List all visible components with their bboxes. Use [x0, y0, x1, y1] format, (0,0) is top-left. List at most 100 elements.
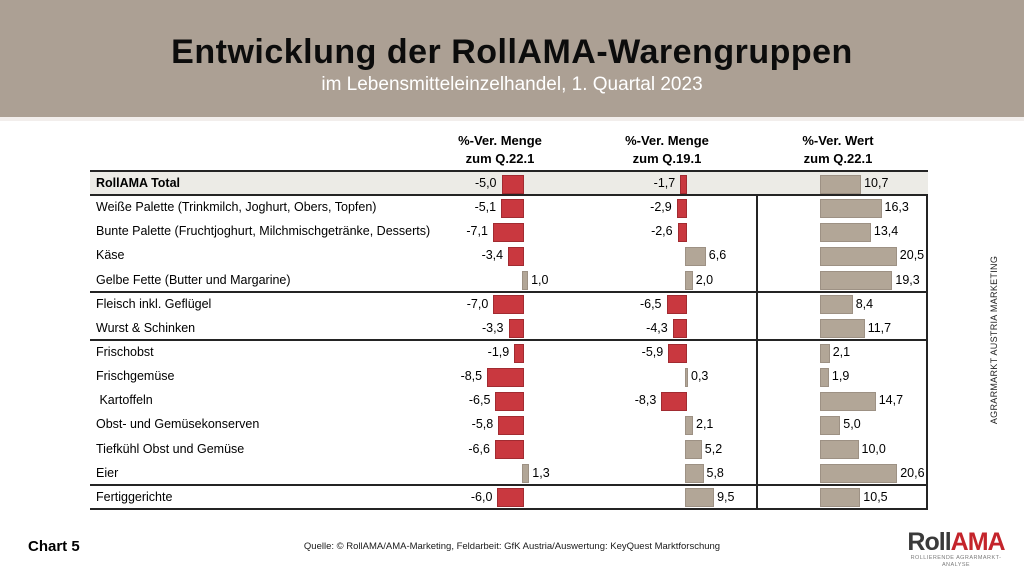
header-band-shadow	[0, 117, 1024, 121]
value-label: -7,0	[466, 296, 489, 311]
table-row: Frischobst -1,9 -5,9 2,1	[90, 340, 928, 364]
value-label: 8,4	[855, 296, 874, 311]
value-label: 10,0	[861, 441, 886, 456]
source-attribution: Quelle: © RollAMA/AMA-Marketing, Feldarb…	[303, 541, 721, 552]
value-bar	[680, 174, 687, 194]
bar-table: RollAMA Total -5,0 -1,7 10,7 Weiße Palette (…	[90, 170, 928, 510]
value-bar	[820, 440, 859, 460]
row-label: Fleisch inkl. Geflügel	[96, 296, 212, 311]
column-header-line2: zum Q.22.1	[803, 151, 873, 166]
value-label: 5,8	[706, 465, 724, 480]
value-label: -5,1	[474, 200, 497, 215]
table-row: Eier 1,3 5,8 20,6	[90, 461, 928, 485]
value-label: -2,9	[650, 200, 672, 215]
row-label: Frischobst	[96, 345, 154, 359]
value-label: -1,9	[487, 345, 510, 359]
row-label: Wurst & Schinken	[96, 320, 196, 335]
logo-ama-text: AMA	[950, 528, 1006, 556]
value-bar	[677, 222, 687, 242]
value-bar	[685, 367, 688, 387]
value-label: -5,0	[474, 176, 497, 190]
row-label: Obst- und Gemüsekonserven	[96, 417, 260, 432]
value-label: -5,9	[641, 345, 664, 359]
value-bar	[820, 415, 841, 435]
value-bar	[820, 246, 897, 266]
value-label: 14,7	[878, 393, 904, 408]
value-label: -3,4	[481, 248, 504, 263]
column-header-line1: %-Ver. Menge	[458, 133, 542, 148]
value-label: -3,3	[481, 320, 504, 335]
value-label: -4,3	[646, 320, 668, 335]
column-header-line2: zum Q.19.1	[632, 151, 702, 166]
value-bar	[685, 464, 704, 484]
vertical-side-text: AGRARMARKT AUSTRIA MARKETING	[989, 255, 999, 425]
value-bar	[501, 198, 524, 218]
value-bar	[661, 391, 687, 411]
table-separator-line	[90, 170, 928, 172]
table-row: Kartoffeln -6,5 -8,3 14,7	[90, 388, 928, 412]
value-bar	[685, 440, 702, 460]
value-bar	[497, 488, 524, 508]
table-separator-line	[90, 339, 928, 341]
header-band: Entwicklung der RollAMA-Warengruppen im …	[0, 0, 1024, 117]
value-bar	[514, 343, 524, 363]
column-header-line1: %-Ver. Menge	[625, 133, 709, 148]
value-label: -8,5	[460, 369, 483, 384]
value-bar	[501, 174, 524, 194]
value-bar	[672, 319, 687, 339]
table-row: Weiße Palette (Trinkmilch, Joghurt, Ober…	[90, 195, 928, 219]
table-row: Wurst & Schinken -3,3 -4,3 11,7	[90, 316, 928, 340]
value-bar	[685, 271, 693, 291]
value-label: -8,3	[634, 393, 657, 408]
value-bar	[685, 488, 715, 508]
row-label: Kartoffeln	[96, 393, 153, 408]
rollama-logo: RollAMA ROLLIERENDE AGRARMARKT-ANALYSE	[898, 529, 1014, 569]
value-bar	[820, 367, 829, 387]
value-label: 13,4	[873, 224, 899, 239]
table-row-total: RollAMA Total -5,0 -1,7 10,7	[90, 171, 928, 196]
value-label: -6,0	[470, 489, 493, 504]
rollama-wordmark: RollAMA	[898, 529, 1014, 555]
value-bar	[522, 271, 529, 291]
value-label: -1,7	[653, 176, 676, 190]
table-separator-line	[90, 483, 928, 486]
table-separator-line	[90, 508, 928, 510]
value-bar	[494, 440, 524, 460]
value-label: 10,5	[863, 489, 888, 504]
value-bar	[820, 271, 893, 291]
row-label: Tiefkühl Obst und Gemüse	[96, 441, 245, 456]
row-label: Eier	[96, 465, 119, 480]
value-label: 1,0	[531, 272, 549, 287]
column-header-wert-q221: %-Ver. Wert zum Q.22.1	[738, 132, 938, 168]
value-label: -7,1	[466, 224, 488, 239]
row-label: Käse	[96, 248, 125, 263]
value-bar	[820, 198, 882, 218]
column-header-line2: zum Q.22.1	[465, 151, 535, 166]
column-header-line1: %-Ver. Wert	[802, 133, 874, 148]
logo-tagline: ROLLIERENDE AGRARMARKT-ANALYSE	[910, 555, 1002, 568]
value-label: 1,9	[831, 369, 850, 384]
value-label: 5,0	[843, 417, 861, 432]
value-bar	[820, 391, 876, 411]
value-label: -6,5	[639, 296, 662, 311]
value-label: 5,2	[704, 441, 723, 456]
value-bar	[685, 246, 706, 266]
value-bar	[820, 319, 865, 339]
value-label: 16,3	[884, 200, 909, 215]
value-bar	[820, 222, 871, 242]
chart-number-label: Chart 5	[28, 538, 80, 555]
row-label: Fertiggerichte	[96, 489, 173, 504]
row-label: Bunte Palette (Fruchtjoghurt, Milchmisch…	[96, 224, 431, 239]
value-label: 6,6	[708, 248, 727, 263]
value-bar	[495, 391, 524, 411]
table-separator-line	[90, 194, 928, 197]
table-row: Fertiggerichte -6,0 9,5 10,5	[90, 485, 928, 509]
value-bar	[820, 343, 830, 363]
value-bar	[492, 222, 524, 242]
value-bar	[522, 464, 530, 484]
value-bar	[487, 367, 524, 387]
value-bar	[685, 415, 693, 435]
value-bar	[820, 174, 862, 194]
logo-roll-text: Roll	[907, 528, 951, 556]
